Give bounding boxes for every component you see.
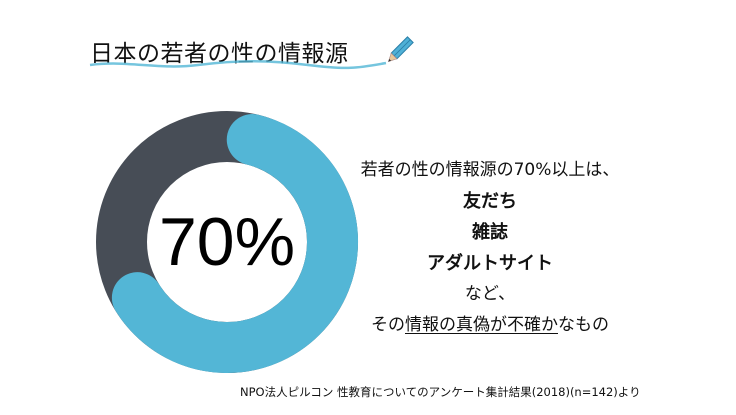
wavy-underline: [89, 60, 387, 70]
donut-slice-main: [111, 114, 358, 373]
source-item-magazines: 雑誌: [472, 222, 508, 243]
conclusion-suffix: なもの: [558, 315, 609, 335]
source-citation: NPO法人ピルコン 性教育についてのアンケート集計結果(2018)(n=142)…: [240, 385, 641, 399]
conclusion-underlined: 情報の真偽が不確か: [405, 315, 558, 335]
description-etc: など、: [464, 284, 516, 304]
description-conclusion: その情報の真偽が不確かなもの: [340, 310, 640, 341]
description-intro: 若者の性の情報源の70%以上は、: [360, 160, 620, 180]
source-item-adult-sites: アダルトサイト: [427, 253, 553, 274]
pencil-icon: [387, 36, 414, 63]
conclusion-prefix: その: [371, 315, 405, 335]
description-text: 若者の性の情報源の70%以上は、 友だち 雑誌 アダルトサイト など、 その情報…: [340, 155, 640, 341]
center-percentage-label: 70%: [158, 204, 296, 280]
source-item-friends: 友だち: [463, 191, 517, 212]
